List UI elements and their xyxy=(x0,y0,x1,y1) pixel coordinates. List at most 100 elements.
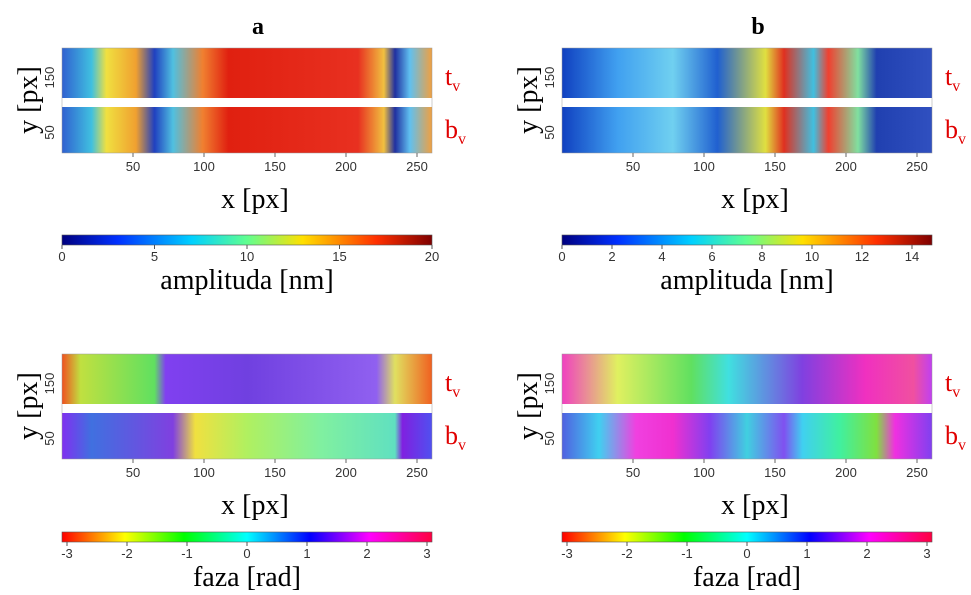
colorbar-tick-label: 4 xyxy=(658,249,665,264)
side-label-main: b xyxy=(445,421,458,450)
x-tick-label: 50 xyxy=(126,465,140,480)
x-axis-label: x [px] xyxy=(221,490,289,521)
y-axis-label: y [px] xyxy=(13,372,44,440)
colorbar-tick-label: 10 xyxy=(240,249,254,264)
side-label-main: b xyxy=(945,115,958,144)
x-axis-label: x [px] xyxy=(721,184,789,215)
heatmap-bottom xyxy=(562,413,932,459)
colorbar-tick-label: 14 xyxy=(905,249,919,264)
colorbar-tick-label: -1 xyxy=(681,546,693,561)
colorbar-tick-label: 20 xyxy=(425,249,439,264)
x-tick-label: 250 xyxy=(406,465,428,480)
x-axis-label: x [px] xyxy=(221,184,289,215)
y-axis-label: y [px] xyxy=(13,66,44,134)
colorbar-tick-label: 0 xyxy=(743,546,750,561)
y-tick-label: 150 xyxy=(542,373,557,395)
side-label-main: t xyxy=(945,368,953,397)
side-label-subscript: v xyxy=(952,384,960,401)
side-label: tv xyxy=(445,368,460,401)
side-label-subscript: v xyxy=(458,437,466,454)
colorbar-label: amplituda [nm] xyxy=(660,265,833,296)
colorbar-label: amplituda [nm] xyxy=(160,265,333,296)
colorbar-tick-label: -1 xyxy=(181,546,193,561)
x-tick-label: 200 xyxy=(335,465,357,480)
x-tick-label: 250 xyxy=(406,159,428,174)
heatmap-top xyxy=(62,354,432,404)
colorbar-tick-label: -3 xyxy=(561,546,573,561)
y-tick-label: 50 xyxy=(542,431,557,445)
colorbar-tick-label: 0 xyxy=(58,249,65,264)
colorbar xyxy=(561,531,933,543)
side-label-main: b xyxy=(445,115,458,144)
side-label-subscript: v xyxy=(458,131,466,148)
heatmap-frame xyxy=(61,353,433,460)
colorbar-tick-label: -2 xyxy=(121,546,133,561)
y-tick-label: 50 xyxy=(42,431,57,445)
y-axis-label: y [px] xyxy=(513,66,544,134)
colorbar-tick-label: 15 xyxy=(332,249,346,264)
side-label-subscript: v xyxy=(958,131,966,148)
colorbar-tick-label: 5 xyxy=(151,249,158,264)
heatmap-bottom xyxy=(62,413,432,459)
colorbar-tick-label: 2 xyxy=(863,546,870,561)
colorbar-tick-label: 10 xyxy=(805,249,819,264)
heatmap-frame xyxy=(61,47,433,154)
side-label-subscript: v xyxy=(452,384,460,401)
colorbar-tick-label: 3 xyxy=(923,546,930,561)
x-tick-label: 200 xyxy=(835,159,857,174)
heatmap-top xyxy=(62,48,432,98)
heatmap-frame xyxy=(561,47,933,154)
side-label-main: t xyxy=(445,368,453,397)
colorbar-label: faza [rad] xyxy=(693,562,801,593)
x-tick-label: 150 xyxy=(764,465,786,480)
side-label: tv xyxy=(945,368,960,401)
x-tick-label: 150 xyxy=(764,159,786,174)
x-tick-label: 100 xyxy=(693,159,715,174)
x-tick-label: 50 xyxy=(126,159,140,174)
colorbar-tick-label: 12 xyxy=(855,249,869,264)
colorbar-tick-label: 2 xyxy=(363,546,370,561)
side-label-subscript: v xyxy=(952,78,960,95)
colorbar-tick-label: 3 xyxy=(423,546,430,561)
x-tick-label: 50 xyxy=(626,465,640,480)
x-tick-label: 100 xyxy=(693,465,715,480)
colorbar-tick-label: -2 xyxy=(621,546,633,561)
x-tick-label: 100 xyxy=(193,465,215,480)
y-tick-label: 50 xyxy=(542,125,557,139)
colorbar-tick-label: 0 xyxy=(243,546,250,561)
x-tick-label: 200 xyxy=(835,465,857,480)
side-label: tv xyxy=(945,62,960,95)
side-label-main: t xyxy=(945,62,953,91)
x-tick-label: 150 xyxy=(264,159,286,174)
colorbar xyxy=(61,531,433,543)
colorbar-tick-label: 6 xyxy=(708,249,715,264)
colorbar-tick-label: -3 xyxy=(61,546,73,561)
side-label-main: t xyxy=(445,62,453,91)
colorbar-tick-label: 2 xyxy=(608,249,615,264)
y-tick-label: 50 xyxy=(42,125,57,139)
x-tick-label: 100 xyxy=(193,159,215,174)
heatmap-bottom xyxy=(562,107,932,153)
colorbar-tick-label: 0 xyxy=(558,249,565,264)
side-label: bv xyxy=(945,115,966,148)
x-axis-label: x [px] xyxy=(721,490,789,521)
side-label: bv xyxy=(445,115,466,148)
y-tick-label: 150 xyxy=(42,67,57,89)
side-label-main: b xyxy=(945,421,958,450)
side-label: tv xyxy=(445,62,460,95)
panel-label: a xyxy=(252,14,264,40)
heatmap-top xyxy=(562,48,932,98)
colorbar xyxy=(61,234,433,246)
x-tick-label: 50 xyxy=(626,159,640,174)
heatmap-bottom xyxy=(62,107,432,153)
x-tick-label: 200 xyxy=(335,159,357,174)
colorbar-tick-label: 8 xyxy=(758,249,765,264)
side-label-subscript: v xyxy=(958,437,966,454)
colorbar-label: faza [rad] xyxy=(193,562,301,593)
colorbar-tick-label: 1 xyxy=(303,546,310,561)
colorbar-tick-label: 1 xyxy=(803,546,810,561)
heatmap-frame xyxy=(561,353,933,460)
side-label-subscript: v xyxy=(452,78,460,95)
panel-label: b xyxy=(751,14,764,40)
